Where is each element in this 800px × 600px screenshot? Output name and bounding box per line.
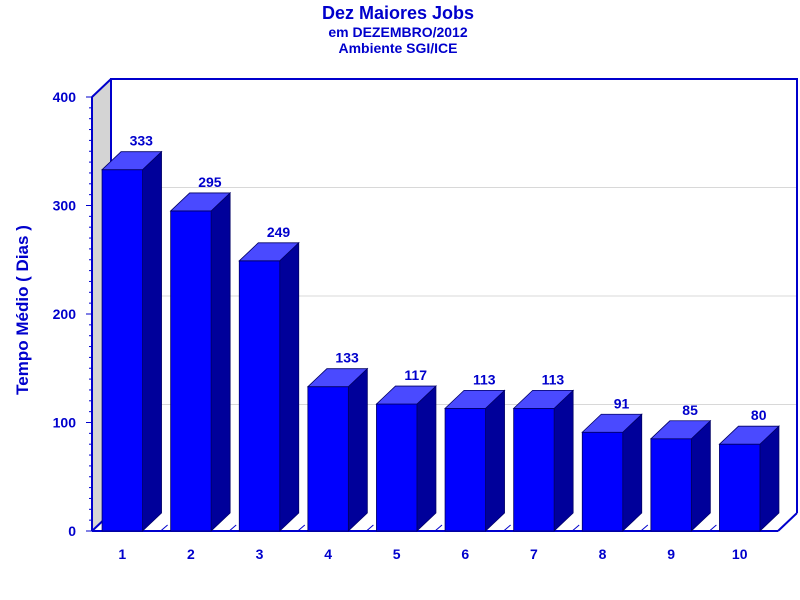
floor-tick — [571, 524, 580, 532]
bar — [719, 443, 761, 532]
bar-top — [375, 385, 437, 405]
bar-3 — [238, 241, 300, 532]
bar-top — [169, 192, 232, 212]
floor-tick — [709, 524, 717, 532]
bar-4 — [306, 367, 369, 532]
floor-tick — [503, 524, 511, 532]
bar — [513, 407, 555, 532]
data-label: 133 — [335, 350, 359, 366]
bar-side — [485, 389, 505, 532]
data-label: 113 — [473, 371, 496, 387]
y-tick-label: 0 — [68, 523, 76, 539]
bar-side — [279, 241, 300, 532]
bar-9 — [649, 419, 712, 532]
bar-side — [210, 191, 231, 532]
bar-top — [718, 425, 780, 445]
chart-subtitle-line-1: em DEZEMBRO/2012 — [328, 24, 467, 40]
y-tick-label: 100 — [53, 415, 77, 431]
bar — [170, 210, 212, 532]
data-label: 117 — [404, 367, 427, 383]
bar-side — [416, 385, 437, 532]
bar-top — [581, 413, 643, 433]
floor-tick — [91, 524, 100, 532]
floor-tick — [777, 524, 786, 532]
bar-side — [622, 413, 643, 532]
floor-tick — [228, 524, 237, 532]
bar-6 — [444, 389, 506, 532]
x-tick-label: 1 — [118, 546, 126, 562]
x-tick-label: 2 — [187, 546, 195, 562]
x-tick-label: 4 — [324, 546, 332, 562]
data-label: 295 — [198, 174, 222, 190]
bar-top — [238, 242, 300, 262]
bar — [650, 438, 692, 532]
bar-side — [690, 419, 711, 532]
x-tick-label: 5 — [393, 546, 401, 562]
x-tick-label: 10 — [732, 546, 748, 562]
bar-2 — [169, 191, 232, 532]
y-tick-label: 200 — [53, 306, 77, 322]
chart-title: Dez Maiores Jobs — [322, 3, 474, 23]
x-tick-label: 9 — [667, 546, 675, 562]
floor-tick — [366, 524, 374, 532]
data-label: 249 — [267, 224, 291, 240]
y-tick-label: 300 — [53, 198, 77, 214]
bar-8 — [581, 413, 643, 532]
bar — [444, 407, 486, 532]
x-tick-label: 3 — [256, 546, 264, 562]
bar-side — [142, 150, 162, 532]
data-label: 85 — [682, 402, 698, 418]
bar-10 — [718, 425, 780, 532]
x-tick-label: 6 — [461, 546, 469, 562]
data-label: 91 — [614, 395, 630, 411]
y-tick-label: 400 — [53, 89, 77, 105]
x-tick-label: 8 — [599, 546, 607, 562]
floor-tick — [297, 524, 306, 532]
bar-side — [553, 389, 574, 532]
floor-tick — [640, 524, 649, 532]
data-label: 113 — [542, 371, 565, 387]
bar-top — [649, 420, 712, 440]
bar — [238, 260, 281, 532]
bar-top — [444, 389, 506, 409]
bar-top — [512, 389, 575, 409]
top-left-edge — [91, 78, 112, 98]
floor-tick — [434, 524, 443, 532]
bar — [101, 169, 143, 532]
bar — [376, 403, 418, 532]
bar-top — [306, 368, 369, 388]
bar-top — [101, 151, 163, 171]
bar-7 — [512, 389, 575, 532]
floor-tick — [160, 524, 168, 532]
bar — [581, 431, 624, 532]
bar-1 — [101, 150, 163, 532]
data-label: 80 — [751, 407, 767, 423]
chart-subtitle-line-2: Ambiente SGI/ICE — [338, 40, 457, 56]
bar-side — [347, 367, 368, 532]
x-tick-label: 7 — [530, 546, 538, 562]
bar-5 — [375, 385, 437, 532]
bar — [307, 386, 349, 532]
data-label: 333 — [130, 133, 154, 149]
y-axis-label: Tempo Médio ( Dias ) — [13, 225, 32, 395]
